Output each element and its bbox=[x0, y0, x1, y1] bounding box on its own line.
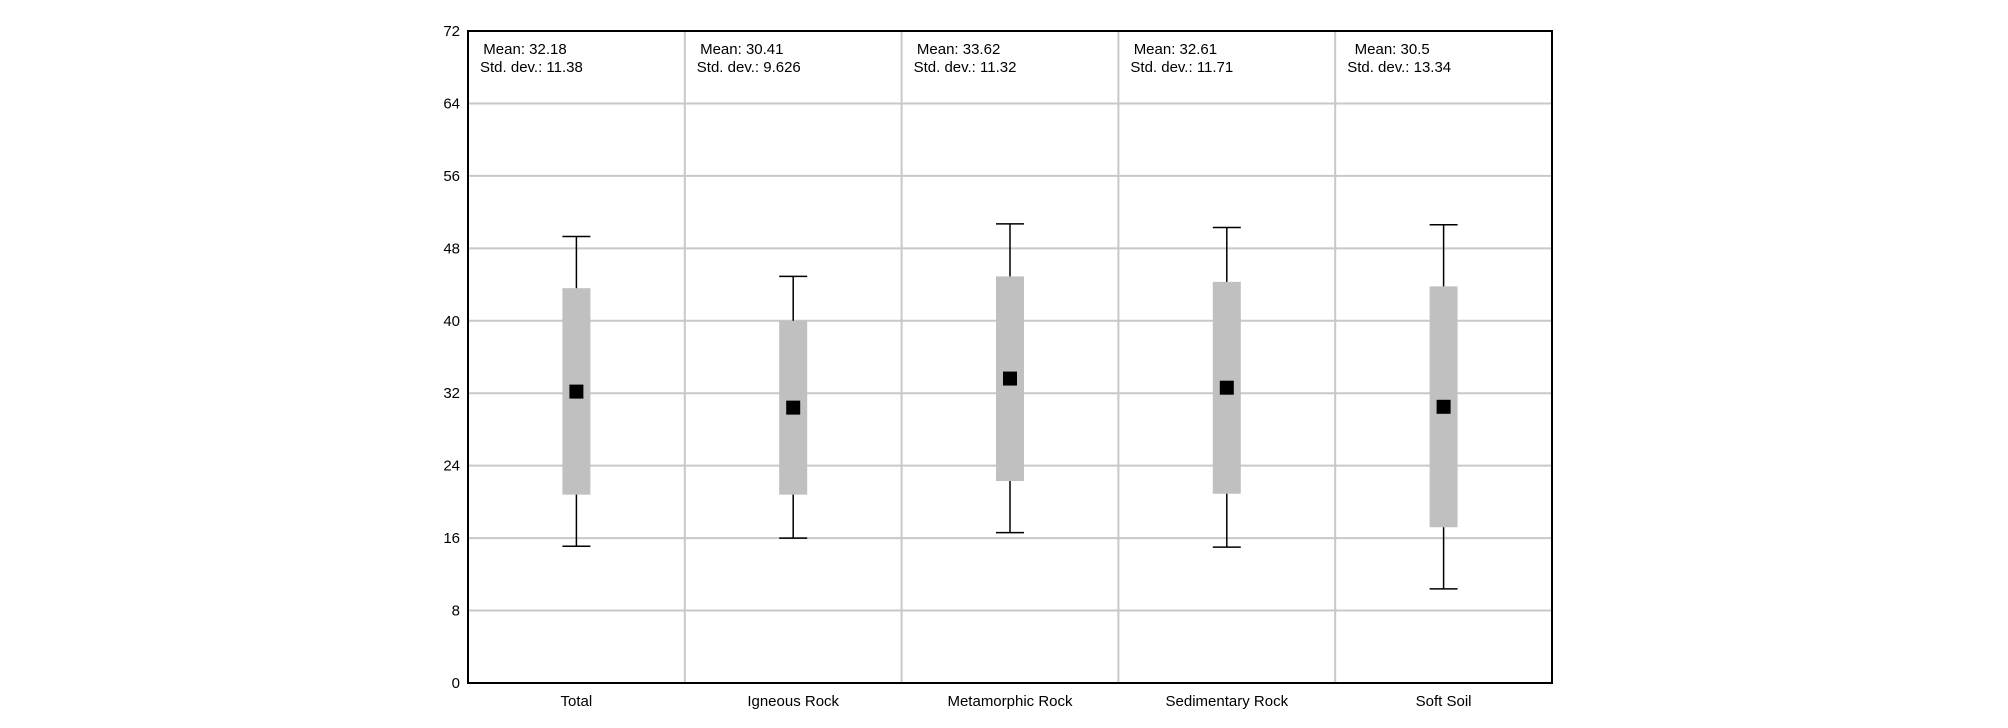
mean-label: Mean: 33.62 bbox=[917, 41, 1000, 58]
box-group bbox=[779, 275, 808, 539]
mean-label: Mean: 32.61 bbox=[1134, 41, 1217, 58]
y-tick-label: 56 bbox=[443, 168, 460, 185]
mean-marker bbox=[786, 400, 801, 415]
y-tick-label: 8 bbox=[452, 603, 460, 620]
mean-label: Mean: 30.5 bbox=[1355, 41, 1430, 58]
mean-label: Mean: 30.41 bbox=[700, 41, 783, 58]
y-tick-label: 32 bbox=[443, 385, 460, 402]
y-axis-ticks: 0 8 16 24 32 40 48 56 64 72 bbox=[443, 23, 460, 692]
std-dev-label: Std. dev.: 11.38 bbox=[480, 59, 583, 76]
category-label: Soft Soil bbox=[1416, 693, 1472, 710]
category-label: Total bbox=[561, 693, 593, 710]
boxes bbox=[562, 223, 1458, 590]
box-group bbox=[562, 235, 591, 548]
box-group bbox=[996, 223, 1024, 534]
y-tick-label: 0 bbox=[452, 675, 460, 692]
mean-marker bbox=[1219, 380, 1234, 395]
y-tick-label: 16 bbox=[443, 530, 460, 547]
category-label: Sedimentary Rock bbox=[1166, 693, 1289, 710]
plot-frame bbox=[467, 30, 1553, 684]
box-group bbox=[1429, 224, 1458, 590]
mean-marker bbox=[1436, 399, 1451, 414]
category-label: Metamorphic Rock bbox=[947, 693, 1073, 710]
mean-label: Mean: 32.18 bbox=[483, 41, 566, 58]
category-dividers bbox=[683, 31, 1337, 683]
mean-marker bbox=[1003, 371, 1017, 386]
box-group bbox=[1212, 226, 1241, 548]
y-tick-label: 64 bbox=[443, 95, 460, 112]
y-tick-label: 72 bbox=[443, 23, 460, 40]
std-dev-label: Std. dev.: 13.34 bbox=[1347, 59, 1451, 76]
category-label: Igneous Rock bbox=[747, 693, 839, 710]
y-tick-label: 24 bbox=[443, 458, 460, 475]
category-labels: Total Igneous Rock Metamorphic Rock Sedimen… bbox=[561, 693, 1472, 710]
mean-marker bbox=[569, 384, 584, 399]
std-dev-label: Std. dev.: 11.32 bbox=[914, 59, 1017, 76]
std-dev-label: Std. dev.: 9.626 bbox=[697, 59, 801, 76]
std-dev-label: Std. dev.: 11.71 bbox=[1130, 59, 1233, 76]
y-tick-label: 48 bbox=[443, 240, 460, 257]
y-tick-label: 40 bbox=[443, 313, 460, 330]
